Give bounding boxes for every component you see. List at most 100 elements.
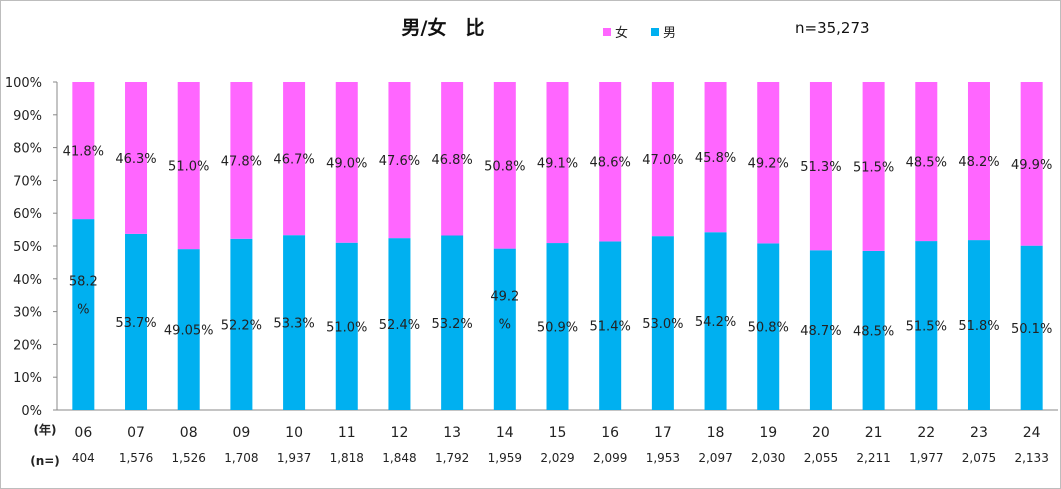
- x-tick-label-08: 08: [180, 425, 198, 441]
- x-tick-label-14: 14: [496, 425, 514, 441]
- bar-female-10: [283, 82, 306, 236]
- y-tick-label: 0%: [21, 404, 42, 419]
- legend-label-1: 男: [663, 26, 676, 41]
- data-label-male-10: 53.3%: [273, 317, 314, 332]
- bar-female-16: [599, 82, 622, 242]
- bar-male-15: [546, 243, 569, 410]
- data-label-female-16: 48.6%: [590, 156, 631, 171]
- n-value-13: 1,792: [435, 451, 469, 465]
- bar-male-13: [441, 235, 464, 410]
- data-label-male-09: 52.2%: [221, 318, 262, 333]
- bar-male-10: [283, 235, 306, 410]
- data-label-male-08: 49.05%: [164, 324, 214, 339]
- data-label-female-21: 51.5%: [853, 160, 894, 175]
- x-tick-label-22: 22: [917, 425, 935, 441]
- bar-female-06: [72, 82, 95, 220]
- data-label-female-17: 47.0%: [642, 153, 683, 168]
- data-label-male-20: 48.7%: [800, 324, 841, 339]
- bar-male-17: [651, 236, 674, 410]
- x-tick-label-13: 13: [443, 425, 461, 441]
- n-value-24: 2,133: [1014, 451, 1048, 465]
- x-tick-label-16: 16: [601, 425, 619, 441]
- data-label-male-17: 53.0%: [642, 317, 683, 332]
- bar-male-18: [704, 232, 727, 410]
- data-label-female-19: 49.2%: [748, 157, 789, 172]
- data-label-female-06: 41.8%: [63, 145, 104, 160]
- data-label-male-13: 53.2%: [431, 317, 472, 332]
- bar-male-09: [230, 238, 253, 410]
- n-value-23: 2,075: [962, 451, 996, 465]
- bar-male-22: [915, 241, 938, 410]
- data-label-male-14: 49.2%: [490, 289, 519, 332]
- y-tick-label: 50%: [13, 240, 42, 255]
- bar-female-17: [651, 82, 674, 237]
- data-label-female-08: 51.0%: [168, 160, 209, 175]
- bar-female-08: [177, 82, 200, 250]
- bar-female-12: [388, 82, 411, 239]
- data-label-female-24: 49.9%: [1011, 158, 1052, 173]
- data-label-female-12: 47.6%: [379, 154, 420, 169]
- legend-swatch-1: [651, 28, 659, 36]
- bar-female-23: [967, 82, 990, 241]
- n-row-label: (n=): [30, 454, 60, 468]
- x-tick-label-17: 17: [654, 425, 672, 441]
- bar-male-20: [809, 250, 832, 410]
- data-label-female-20: 51.3%: [800, 160, 841, 175]
- bar-female-07: [125, 82, 148, 234]
- bar-female-11: [335, 82, 358, 243]
- data-label-female-10: 46.7%: [273, 153, 314, 168]
- n-value-07: 1,576: [119, 451, 153, 465]
- n-value-11: 1,818: [330, 451, 364, 465]
- data-label-male-12: 52.4%: [379, 318, 420, 333]
- bar-male-14: [493, 248, 516, 410]
- data-label-male-06: 58.2%: [69, 275, 98, 318]
- data-label-female-07: 46.3%: [115, 152, 156, 167]
- bar-female-09: [230, 82, 253, 239]
- bar-female-18: [704, 82, 727, 233]
- bar-male-21: [862, 250, 885, 410]
- bar-female-14: [493, 82, 516, 249]
- y-tick-label: 90%: [13, 109, 42, 124]
- bar-male-08: [177, 249, 200, 410]
- x-tick-label-20: 20: [812, 425, 830, 441]
- data-label-male-23: 51.8%: [958, 319, 999, 334]
- legend-label-0: 女: [615, 25, 628, 41]
- bar-female-19: [757, 82, 780, 244]
- bar-female-24: [1020, 82, 1043, 246]
- n-value-18: 2,097: [698, 451, 732, 465]
- y-tick-label: 40%: [13, 273, 42, 288]
- data-label-female-18: 45.8%: [695, 151, 736, 166]
- data-label-male-15: 50.9%: [537, 321, 578, 336]
- n-value-21: 2,211: [856, 451, 890, 465]
- year-row-label: (年): [34, 422, 57, 437]
- bar-female-20: [809, 82, 832, 251]
- data-label-female-09: 47.8%: [221, 154, 262, 169]
- data-label-female-22: 48.5%: [906, 156, 947, 171]
- n-value-14: 1,959: [488, 451, 522, 465]
- data-label-male-24: 50.1%: [1011, 322, 1052, 337]
- n-value-08: 1,526: [172, 451, 206, 465]
- bar-male-19: [757, 243, 780, 410]
- x-tick-label-18: 18: [707, 425, 725, 441]
- x-tick-label-06: 06: [74, 425, 92, 441]
- x-tick-label-19: 19: [759, 425, 777, 441]
- bar-male-16: [599, 241, 622, 410]
- n-value-09: 1,708: [224, 451, 258, 465]
- n-value-16: 2,099: [593, 451, 627, 465]
- data-label-male-18: 54.2%: [695, 315, 736, 330]
- data-label-male-16: 51.4%: [590, 320, 631, 335]
- data-label-male-19: 50.8%: [748, 321, 789, 336]
- y-tick-label: 70%: [13, 174, 42, 189]
- n-value-10: 1,937: [277, 451, 311, 465]
- data-label-male-11: 51.0%: [326, 320, 367, 335]
- data-label-female-13: 46.8%: [431, 153, 472, 168]
- data-label-female-15: 49.1%: [537, 157, 578, 172]
- data-label-female-14: 50.8%: [484, 159, 525, 174]
- bar-female-21: [862, 82, 885, 251]
- chart-title: 男/女 比: [402, 16, 485, 39]
- data-label-male-21: 48.5%: [853, 324, 894, 339]
- x-tick-label-21: 21: [865, 425, 883, 441]
- bar-male-12: [388, 238, 411, 410]
- n-value-15: 2,029: [540, 451, 574, 465]
